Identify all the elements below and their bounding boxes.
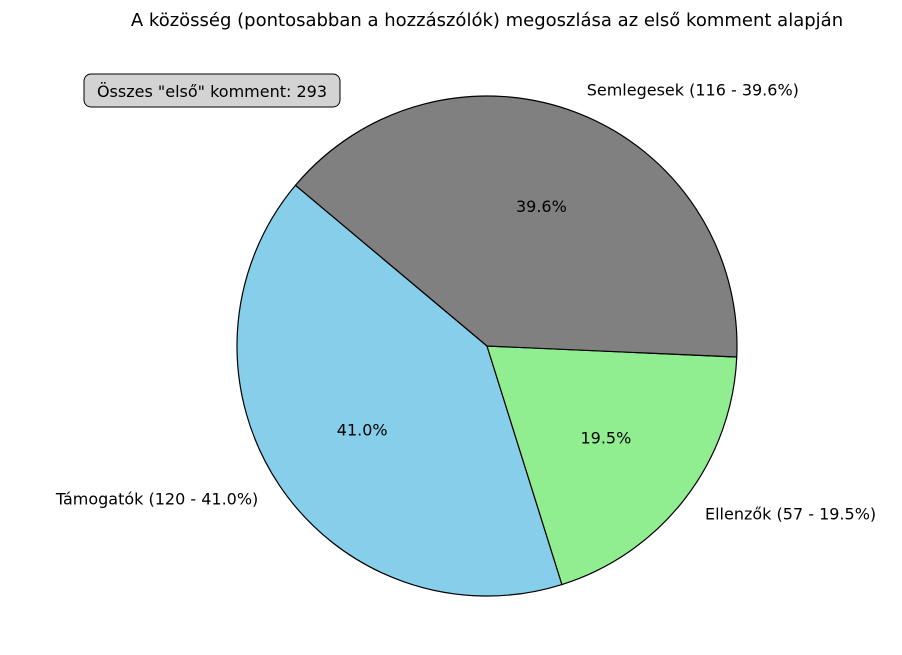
- pie-slice-label-2: Semlegesek (116 - 39.6%): [587, 81, 799, 100]
- chart-title: A közösség (pontosabban a hozzászólók) m…: [131, 10, 843, 31]
- pie-slice-2: [294, 95, 738, 358]
- pie-labels: 41.0% Támogatók (120 - 41.0%) 19.5% Ellenző…: [55, 81, 876, 524]
- total-annotation: Összes "első" komment: 293: [83, 73, 341, 108]
- pie-percent-label-1: 19.5%: [580, 428, 631, 447]
- total-annotation-box: [83, 73, 341, 108]
- pie-slice-0: [236, 184, 563, 597]
- pie-percent-label-2: 39.6%: [516, 197, 567, 216]
- pie-slice-1: [486, 345, 738, 586]
- pie-percent-label-0: 41.0%: [337, 420, 388, 439]
- total-annotation-text: Összes "első" komment: 293: [97, 82, 327, 101]
- pie-slices: [236, 95, 738, 597]
- pie-slice-label-1: Ellenzők (57 - 19.5%): [705, 505, 876, 524]
- pie-slice-label-0: Támogatók (120 - 41.0%): [55, 490, 258, 509]
